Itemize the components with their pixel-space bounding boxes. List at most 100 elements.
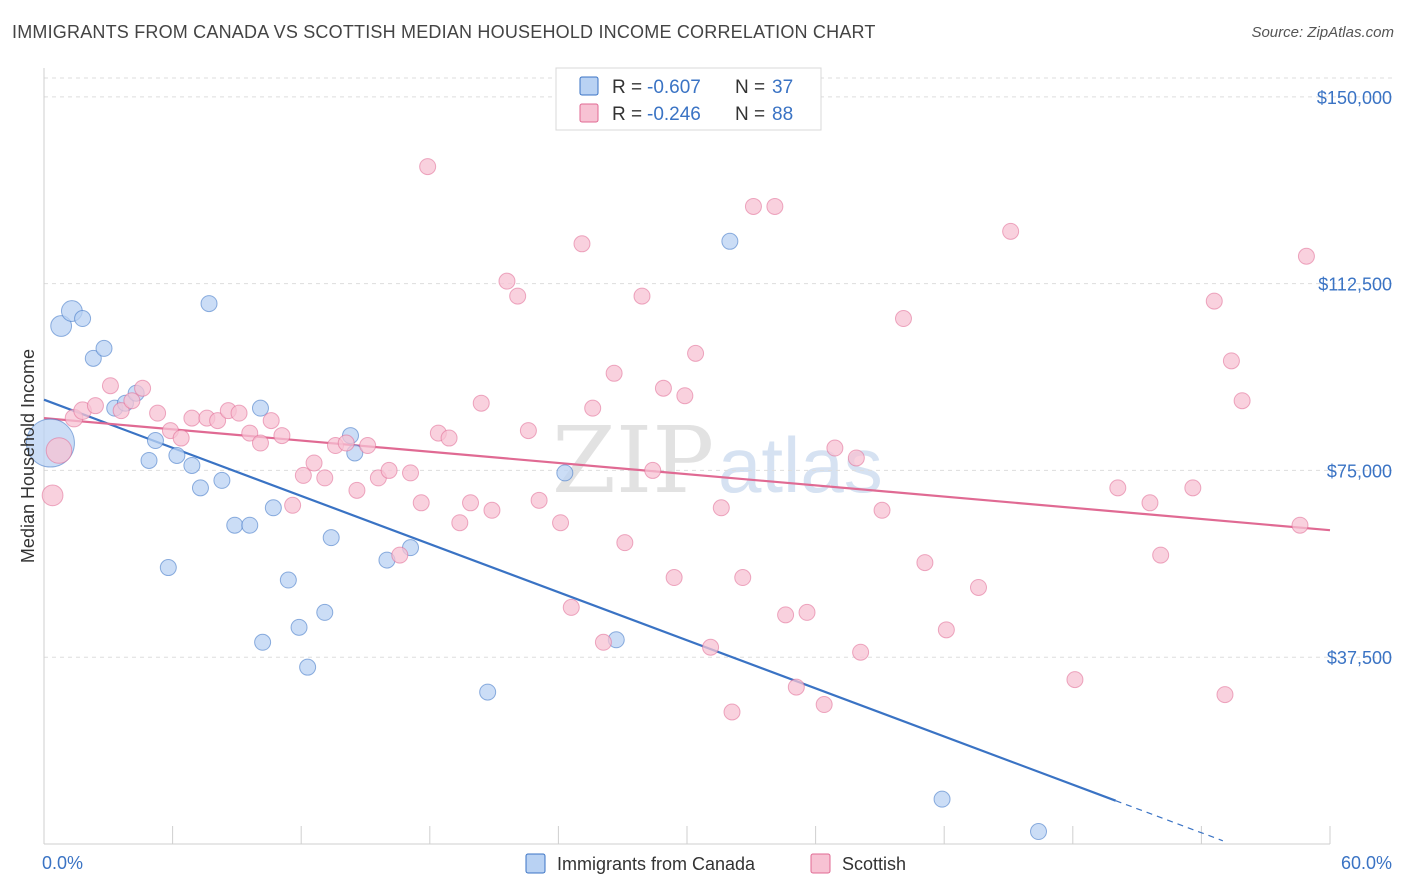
canada-point <box>200 295 218 313</box>
scottish-point <box>45 437 73 464</box>
canada-point <box>721 232 739 250</box>
scottish-point <box>847 449 865 467</box>
canada-point <box>556 464 574 482</box>
scottish-point <box>519 422 537 440</box>
scottish-point <box>391 546 409 564</box>
scottish-point <box>134 379 152 397</box>
canada-point <box>479 683 497 701</box>
canada-point <box>191 479 209 497</box>
scottish-point <box>183 409 201 427</box>
legend-box <box>555 67 822 131</box>
scottish-point <box>654 379 672 397</box>
x-tick-label-max: 60.0% <box>1341 853 1392 873</box>
canada-point <box>251 399 269 417</box>
canada-point <box>279 571 297 589</box>
scottish-point <box>605 364 623 382</box>
scottish-point <box>101 377 119 395</box>
canada-point <box>933 790 951 808</box>
scottish-point <box>766 197 784 215</box>
scottish-point <box>815 696 833 714</box>
scottish-point <box>676 387 694 405</box>
scottish-point <box>498 272 516 290</box>
legend-r-value-1: -0.607 <box>647 77 701 98</box>
scottish-point <box>734 569 752 587</box>
scottish-point <box>41 484 64 507</box>
canada-point <box>74 310 92 328</box>
canada-point <box>168 446 186 464</box>
legend-swatch-pink <box>579 103 599 123</box>
scottish-point <box>530 491 548 509</box>
y-tick-label: $112,500 <box>1318 275 1392 295</box>
canada-trend-extension <box>1115 800 1224 842</box>
canada-point <box>264 499 282 517</box>
scottish-point <box>483 501 501 519</box>
scottish-point <box>419 158 437 176</box>
scottish-point <box>798 603 816 621</box>
scottish-point <box>112 402 130 420</box>
scottish-point <box>1222 352 1240 370</box>
scottish-point <box>969 578 987 596</box>
scottish-point <box>86 397 104 415</box>
series-label-canada: Immigrants from Canada <box>557 854 756 874</box>
scottish-point <box>723 703 741 721</box>
canada-point <box>290 618 308 636</box>
scottish-point <box>149 404 167 422</box>
scottish-point <box>123 392 141 410</box>
canada-point <box>213 471 231 489</box>
canada-point <box>95 339 113 357</box>
scottish-point <box>251 434 269 452</box>
grid-lines <box>44 77 1392 658</box>
scottish-point <box>230 404 248 422</box>
scottish-point <box>744 197 762 215</box>
scottish-point <box>1152 546 1170 564</box>
scottish-point <box>284 496 302 514</box>
scottish-point <box>573 235 591 253</box>
scottish-point <box>337 434 355 452</box>
scottish-point <box>894 310 912 328</box>
scottish-point <box>1184 479 1202 497</box>
canada-point <box>146 432 164 450</box>
scottish-point <box>305 454 323 472</box>
scottish-point <box>777 606 795 624</box>
scottish-point <box>916 554 934 572</box>
scottish-point <box>552 514 570 532</box>
scottish-point <box>359 437 377 455</box>
scottish-point <box>509 287 527 305</box>
scottish-point <box>1002 222 1020 240</box>
scottish-point <box>1216 686 1234 704</box>
scottish-point <box>1233 392 1251 410</box>
canada-point <box>159 559 177 577</box>
scottish-point <box>873 501 891 519</box>
scottish-point <box>584 399 602 417</box>
scottish-point <box>440 429 458 447</box>
scottish-point <box>412 494 430 512</box>
watermark-zip: ZIP <box>552 407 714 514</box>
series-legend: Immigrants from Canada Scottish <box>525 853 906 874</box>
scottish-point <box>1066 671 1084 689</box>
data-points <box>25 158 1315 841</box>
scottish-point <box>451 514 469 532</box>
scottish-point <box>472 394 490 412</box>
scottish-point <box>1205 292 1223 310</box>
chart-title: IMMIGRANTS FROM CANADA VS SCOTTISH MEDIA… <box>12 22 876 42</box>
legend-r-value-2: -0.246 <box>647 104 701 125</box>
scottish-point <box>712 499 730 517</box>
canada-point <box>1030 823 1048 841</box>
scottish-point <box>787 678 805 696</box>
scottish-point <box>402 464 420 482</box>
canada-point <box>226 516 244 534</box>
scottish-point <box>316 469 334 487</box>
scottish-point <box>644 461 662 479</box>
scottish-point <box>665 569 683 587</box>
legend-r-label-2: R = <box>612 104 642 125</box>
y-axis-title: Median Household Income <box>18 349 38 563</box>
scottish-point <box>1291 516 1309 534</box>
series-swatch-canada <box>525 853 546 874</box>
x-tick-label-min: 0.0% <box>42 853 83 873</box>
legend: R = -0.607 N = 37 R = -0.246 N = 88 <box>555 67 822 131</box>
scottish-point <box>172 429 190 447</box>
legend-n-value-2: 88 <box>772 104 793 125</box>
y-tick-label: $75,000 <box>1327 461 1392 481</box>
scottish-point <box>294 466 312 484</box>
